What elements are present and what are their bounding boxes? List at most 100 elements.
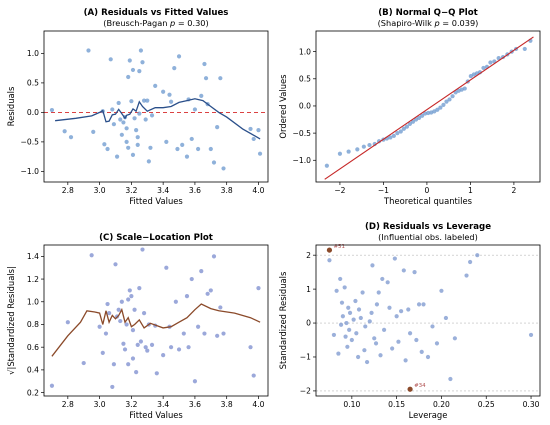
data-point bbox=[450, 94, 455, 99]
y-tick-label: 1 bbox=[306, 285, 311, 294]
data-point bbox=[145, 98, 150, 103]
data-point bbox=[370, 263, 375, 268]
data-point bbox=[138, 339, 144, 344]
data-point bbox=[118, 117, 123, 122]
data-point bbox=[149, 342, 155, 348]
y-tick-label: 0 bbox=[306, 319, 311, 328]
panel-d: (D) Residuals vs Leverage(Influential ob… bbox=[278, 222, 541, 420]
data-point bbox=[135, 142, 140, 147]
data-point bbox=[336, 351, 341, 356]
data-point bbox=[441, 102, 446, 107]
data-point bbox=[406, 307, 411, 312]
data-point bbox=[385, 280, 390, 285]
data-point bbox=[443, 315, 449, 321]
panel-b: (B) Normal Q−Q Plot(Shapiro-Wilk p = 0.0… bbox=[278, 8, 541, 206]
data-point bbox=[211, 254, 217, 259]
qq-reference-line bbox=[324, 36, 534, 180]
data-point bbox=[126, 145, 131, 150]
x-tick-label: 0.15 bbox=[388, 400, 405, 409]
data-point bbox=[97, 324, 102, 329]
data-point bbox=[164, 139, 169, 144]
data-point bbox=[398, 129, 403, 134]
data-point bbox=[420, 113, 425, 118]
data-point bbox=[146, 159, 151, 164]
panel-title: (B) Normal Q−Q Plot bbox=[378, 8, 477, 18]
data-point bbox=[111, 122, 117, 127]
data-point bbox=[338, 322, 344, 327]
data-point bbox=[356, 307, 362, 312]
y-tick-label: −1.0 bbox=[21, 167, 40, 176]
data-point bbox=[363, 324, 368, 329]
data-point bbox=[372, 336, 377, 341]
x-tick-label: 0.20 bbox=[433, 400, 450, 409]
data-point bbox=[186, 345, 191, 350]
panel-subtitle: (Breusch-Pagan p = 0.30) bbox=[103, 18, 208, 28]
data-point bbox=[132, 307, 137, 312]
data-point bbox=[403, 358, 408, 363]
y-tick-label: 1.2 bbox=[27, 275, 39, 284]
data-point bbox=[199, 269, 204, 274]
x-tick-label: 1 bbox=[468, 186, 473, 195]
data-point bbox=[419, 349, 424, 354]
data-point bbox=[192, 107, 198, 112]
x-tick-label: −1 bbox=[378, 186, 389, 195]
data-point bbox=[181, 331, 186, 336]
y-tick-label: 2 bbox=[306, 251, 311, 260]
data-point bbox=[161, 353, 166, 358]
data-point bbox=[173, 299, 178, 304]
x-tick-label: 0.10 bbox=[343, 400, 360, 409]
data-point bbox=[205, 291, 210, 296]
data-point bbox=[438, 105, 443, 110]
data-point bbox=[376, 290, 381, 295]
x-tick-label: 0 bbox=[424, 186, 429, 195]
x-tick-label: 3.4 bbox=[157, 400, 169, 409]
data-point bbox=[192, 379, 198, 384]
data-point bbox=[127, 288, 132, 293]
lowess-trend-line bbox=[51, 303, 261, 357]
data-point bbox=[180, 142, 185, 147]
data-point bbox=[416, 302, 422, 307]
y-tick-label: 0.6 bbox=[27, 343, 39, 352]
data-point bbox=[355, 147, 360, 152]
data-point bbox=[114, 154, 120, 159]
x-tick-label: 3.8 bbox=[221, 186, 233, 195]
panel-title: (D) Residuals vs Leverage bbox=[365, 222, 491, 232]
data-point bbox=[395, 131, 400, 136]
subtitle-part: = 0.039) bbox=[440, 18, 479, 28]
data-point bbox=[416, 115, 422, 121]
data-point bbox=[256, 286, 261, 291]
data-point bbox=[127, 58, 132, 63]
x-tick-label: −2 bbox=[334, 186, 345, 195]
data-point bbox=[86, 48, 91, 53]
data-point bbox=[202, 331, 207, 336]
panel-c: (C) Scale−Location Plot 2.8 3.0 3.2 3.4 3.6 3.… bbox=[6, 233, 269, 420]
data-point bbox=[164, 265, 169, 270]
y-tick-label: 1.0 bbox=[27, 297, 39, 306]
data-point bbox=[208, 146, 213, 152]
data-point bbox=[124, 139, 129, 144]
data-point bbox=[218, 76, 223, 81]
data-point bbox=[340, 314, 345, 319]
data-point bbox=[218, 305, 223, 310]
y-tick-label: −0.5 bbox=[21, 138, 40, 147]
data-point bbox=[91, 129, 96, 134]
data-point bbox=[111, 362, 117, 367]
data-point bbox=[327, 258, 332, 263]
y-tick-label: 1.4 bbox=[27, 252, 39, 261]
data-point bbox=[380, 276, 385, 282]
x-tick-label: 2.8 bbox=[62, 400, 74, 409]
x-tick-label: 3.0 bbox=[94, 400, 106, 409]
data-point bbox=[356, 354, 361, 360]
data-point bbox=[126, 74, 131, 80]
y-axis-label: Standardized Residuals bbox=[278, 272, 288, 370]
data-point bbox=[374, 302, 380, 307]
data-point bbox=[143, 117, 148, 122]
data-point bbox=[407, 331, 413, 336]
subtitle-part: (Breusch-Pagan bbox=[103, 18, 170, 28]
axes-frame bbox=[43, 244, 269, 397]
data-point bbox=[404, 124, 410, 129]
data-point bbox=[346, 149, 351, 154]
data-point bbox=[129, 99, 134, 104]
data-point bbox=[189, 276, 194, 282]
data-point bbox=[401, 126, 406, 131]
